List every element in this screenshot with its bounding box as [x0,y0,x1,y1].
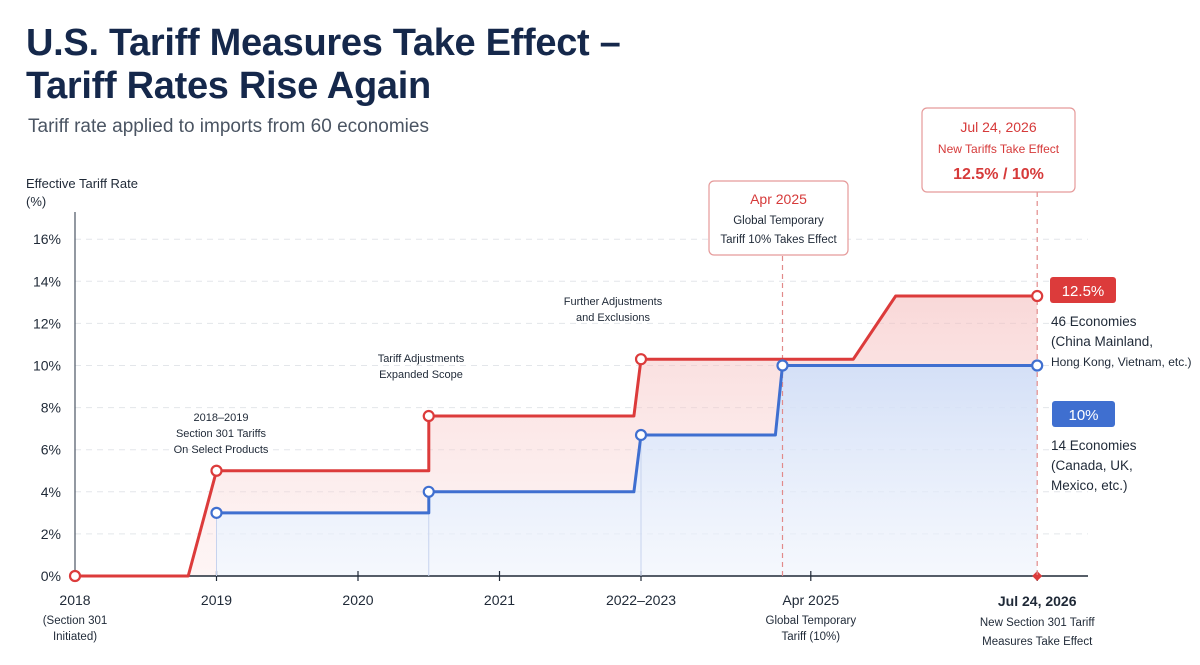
chart-title: U.S. Tariff Measures Take Effect – Tarif… [26,22,621,108]
end-value-badge [1052,401,1115,427]
x-tick-note: Global Temporary [766,615,857,627]
step-annotation: 2018–2019 [193,412,248,424]
x-tick-label: 2020 [342,592,373,608]
x-tick-label: 2022–2023 [606,592,676,608]
y-tick-label: 8% [41,400,61,416]
callout-text: Global Temporary [733,215,824,227]
callout-title: Jul 24, 2026 [960,119,1036,135]
blue-point [422,485,435,498]
x-tick-note: Tariff (10%) [782,631,841,643]
series-group-label: 14 Economies [1051,438,1137,453]
x-tick-note: New Section 301 Tariff [980,617,1095,629]
red-area-fill [75,296,1038,576]
blue-point [1031,359,1044,372]
blue-area-fill [216,365,1038,576]
y-axis-label: Effective Tariff Rate [26,176,138,191]
callout-text: New Tariffs Take Effect [938,142,1060,156]
x-tick-label: 2018 [59,592,90,608]
step-annotation: and Exclusions [576,312,650,324]
callout-text: Tariff 10% Takes Effect [720,234,837,246]
blue-point [776,359,789,372]
step-annotation: On Select Products [174,444,269,456]
step-annotation: Tariff Adjustments [378,353,465,365]
series-group-label: (Canada, UK, [1051,458,1133,473]
x-tick-label: 2021 [484,592,515,608]
series-group-label: 46 Economies [1051,314,1137,329]
y-tick-label: 12% [33,315,61,331]
red-point [210,464,223,477]
callout-box [708,180,849,256]
series-group-label: (China Mainland, [1051,334,1153,349]
red-point [634,353,648,366]
step-annotation: Section 301 Tariffs [176,428,267,440]
end-value-label: 10% [1068,407,1098,424]
blue-point [210,506,223,519]
end-value-label: 12.5% [1062,283,1105,300]
series-lines [75,294,1038,578]
blue-point [634,428,648,442]
x-tick-label: Jul 24, 2026 [998,593,1077,609]
step-annotation: Further Adjustments [564,296,663,308]
callout-rates: 12.5% / 10% [953,166,1044,183]
end-value-badge [1050,277,1116,303]
series-markers [68,289,1044,583]
x-tick-note: Initiated) [53,631,97,643]
x-tick-label: Apr 2025 [782,592,839,608]
y-axis-unit: (%) [26,194,46,209]
x-tick-note: Measures Take Effect [982,636,1093,648]
x-tick-diamond [1032,571,1043,581]
blue-series-line [216,364,1038,515]
chart-labels: Effective Tariff Rate (%) 0% 2% 4% 6% 8% 10% 12%… [26,107,1192,648]
area-fills [75,296,1038,576]
title-line-1: U.S. Tariff Measures Take Effect – [26,22,621,64]
y-tick-label: 16% [33,231,61,247]
title-line-2: Tariff Rates Rise Again [26,65,431,107]
red-series-line [75,294,1038,578]
y-tick-label: 10% [33,358,61,374]
x-tick-note: (Section 301 [43,615,108,627]
y-tick-label: 6% [41,442,61,458]
red-point [1031,289,1044,303]
y-tick-label: 4% [41,484,61,500]
y-tick-label: 0% [41,568,61,584]
red-point [422,409,435,423]
callout-title: Apr 2025 [750,191,807,207]
chart-subtitle: Tariff rate applied to imports from 60 e… [28,116,429,137]
y-tick-label: 2% [41,526,61,542]
y-tick-label: 14% [33,273,61,289]
x-tick-label: 2019 [201,592,232,608]
series-group-label: Hong Kong, Vietnam, etc.) [1051,355,1192,369]
step-annotation: Expanded Scope [379,369,463,381]
callout-box [921,107,1076,193]
red-point [68,569,82,583]
series-group-label: Mexico, etc.) [1051,478,1128,493]
